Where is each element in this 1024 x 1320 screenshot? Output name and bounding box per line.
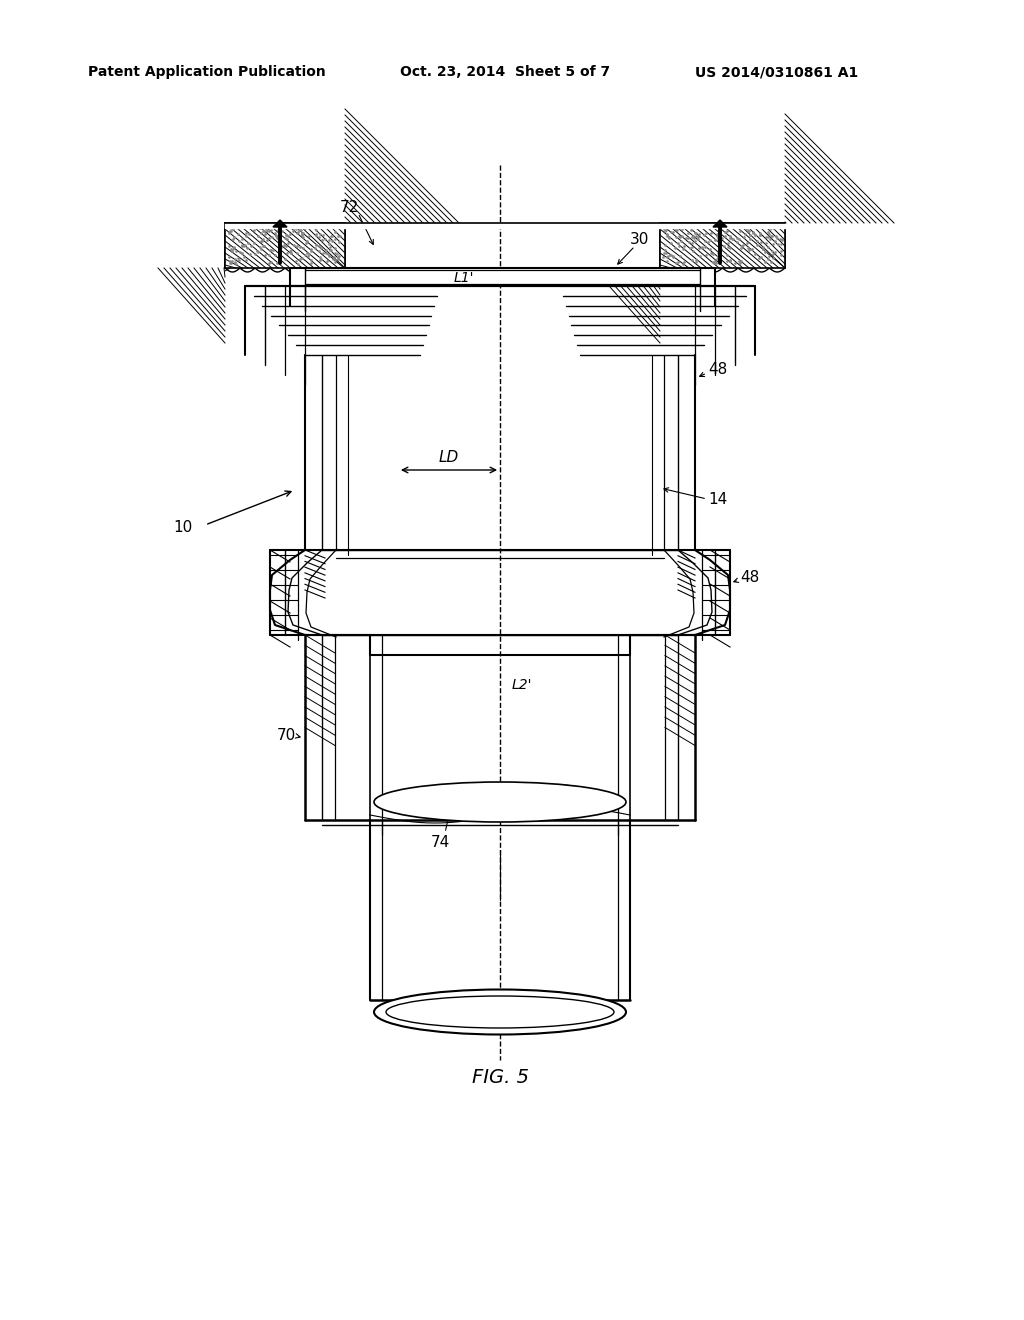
Text: L1': L1': [454, 271, 474, 285]
Text: US 2014/0310861 A1: US 2014/0310861 A1: [695, 65, 858, 79]
Polygon shape: [273, 220, 287, 227]
Text: 10: 10: [174, 520, 193, 536]
Ellipse shape: [374, 990, 626, 1035]
Bar: [225, 223, 345, 268]
Text: 48: 48: [740, 570, 759, 586]
Text: 30: 30: [630, 232, 649, 248]
Bar: [660, 223, 785, 268]
Text: 70: 70: [276, 727, 296, 742]
Ellipse shape: [386, 997, 614, 1028]
Text: LD: LD: [439, 450, 459, 466]
Text: 48: 48: [708, 363, 727, 378]
Text: Oct. 23, 2014  Sheet 5 of 7: Oct. 23, 2014 Sheet 5 of 7: [400, 65, 610, 79]
Text: 74: 74: [430, 836, 450, 850]
Text: L2': L2': [512, 678, 532, 692]
Text: 72: 72: [340, 201, 359, 215]
Bar: [290, 268, 715, 286]
Polygon shape: [713, 220, 727, 227]
Text: Patent Application Publication: Patent Application Publication: [88, 65, 326, 79]
Text: FIG. 5: FIG. 5: [471, 1068, 528, 1086]
Ellipse shape: [374, 781, 626, 822]
Text: 14: 14: [708, 492, 727, 507]
